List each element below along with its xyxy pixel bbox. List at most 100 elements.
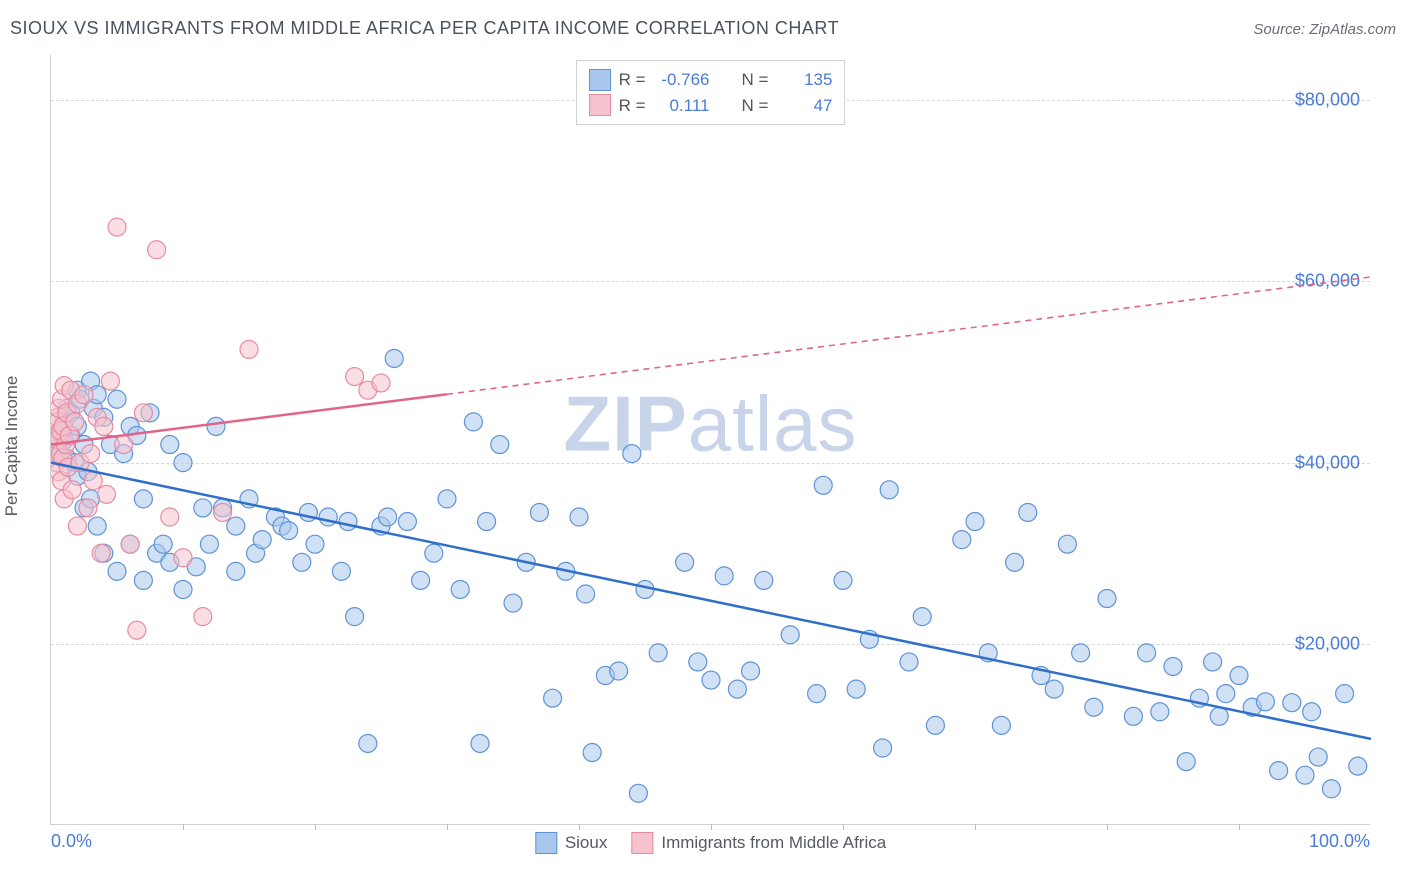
r-label: R = <box>619 93 646 119</box>
scatter-point-pink <box>79 499 97 517</box>
n-value-pink: 47 <box>776 93 832 119</box>
scatter-point-blue <box>161 436 179 454</box>
scatter-point-blue <box>478 513 496 531</box>
scatter-point-blue <box>1085 698 1103 716</box>
scatter-point-blue <box>134 490 152 508</box>
scatter-point-blue <box>913 608 931 626</box>
scatter-point-pink <box>128 621 146 639</box>
scatter-point-blue <box>194 499 212 517</box>
legend-swatch-blue <box>535 832 557 854</box>
scatter-point-blue <box>1072 644 1090 662</box>
scatter-point-pink <box>68 517 86 535</box>
scatter-point-pink <box>148 241 166 259</box>
correlation-legend: R = -0.766 N = 135 R = 0.111 N = 47 <box>576 60 846 125</box>
scatter-point-pink <box>97 485 115 503</box>
scatter-point-blue <box>174 580 192 598</box>
legend-row-pink: R = 0.111 N = 47 <box>589 93 833 119</box>
scatter-point-blue <box>900 653 918 671</box>
scatter-point-blue <box>689 653 707 671</box>
scatter-point-blue <box>1217 685 1235 703</box>
scatter-point-blue <box>781 626 799 644</box>
legend-swatch-pink <box>631 832 653 854</box>
scatter-point-pink <box>161 508 179 526</box>
scatter-point-blue <box>742 662 760 680</box>
trend-line-dashed-pink <box>447 277 1371 394</box>
plot-svg <box>51 55 1371 825</box>
scatter-point-pink <box>194 608 212 626</box>
scatter-point-blue <box>610 662 628 680</box>
scatter-point-blue <box>346 608 364 626</box>
scatter-point-blue <box>1138 644 1156 662</box>
scatter-point-blue <box>583 744 601 762</box>
scatter-point-blue <box>676 553 694 571</box>
scatter-point-blue <box>1124 707 1142 725</box>
scatter-point-blue <box>702 671 720 689</box>
scatter-point-blue <box>1177 753 1195 771</box>
scatter-point-pink <box>63 481 81 499</box>
scatter-point-blue <box>207 417 225 435</box>
scatter-point-blue <box>108 390 126 408</box>
scatter-point-blue <box>814 476 832 494</box>
scatter-point-blue <box>808 685 826 703</box>
scatter-point-pink <box>108 218 126 236</box>
scatter-point-blue <box>1283 694 1301 712</box>
source-attribution: Source: ZipAtlas.com <box>1253 21 1396 38</box>
scatter-point-blue <box>834 571 852 589</box>
scatter-point-blue <box>1151 703 1169 721</box>
scatter-point-blue <box>874 739 892 757</box>
scatter-point-blue <box>227 562 245 580</box>
x-axis-end-label: 100.0% <box>1309 831 1370 852</box>
n-value-blue: 135 <box>776 67 832 93</box>
scatter-point-blue <box>966 513 984 531</box>
scatter-chart: ZIPatlas R = -0.766 N = 135 R = 0.111 N … <box>50 55 1370 825</box>
scatter-point-blue <box>755 571 773 589</box>
n-label: N = <box>742 93 769 119</box>
scatter-point-blue <box>1098 590 1116 608</box>
scatter-point-blue <box>200 535 218 553</box>
scatter-point-blue <box>379 508 397 526</box>
scatter-point-blue <box>1309 748 1327 766</box>
legend-swatch-blue <box>589 69 611 91</box>
source-prefix: Source: <box>1253 21 1309 38</box>
scatter-point-pink <box>84 472 102 490</box>
scatter-point-pink <box>95 417 113 435</box>
legend-row-blue: R = -0.766 N = 135 <box>589 67 833 93</box>
scatter-point-blue <box>847 680 865 698</box>
series-legend: Sioux Immigrants from Middle Africa <box>535 832 886 854</box>
scatter-point-blue <box>451 580 469 598</box>
scatter-point-blue <box>339 513 357 531</box>
scatter-point-blue <box>715 567 733 585</box>
scatter-point-pink <box>372 374 390 392</box>
scatter-point-blue <box>293 553 311 571</box>
scatter-point-pink <box>134 404 152 422</box>
trend-line-blue <box>51 463 1371 739</box>
scatter-point-blue <box>623 445 641 463</box>
scatter-point-blue <box>227 517 245 535</box>
legend-label-sioux: Sioux <box>565 833 608 853</box>
legend-label-immigrants: Immigrants from Middle Africa <box>661 833 886 853</box>
scatter-point-blue <box>1256 693 1274 711</box>
scatter-point-blue <box>385 349 403 367</box>
scatter-point-blue <box>1303 703 1321 721</box>
scatter-point-pink <box>115 436 133 454</box>
legend-item-immigrants: Immigrants from Middle Africa <box>631 832 886 854</box>
chart-title: SIOUX VS IMMIGRANTS FROM MIDDLE AFRICA P… <box>10 18 839 39</box>
scatter-point-pink <box>82 445 100 463</box>
scatter-point-blue <box>1204 653 1222 671</box>
scatter-point-blue <box>880 481 898 499</box>
scatter-point-blue <box>1058 535 1076 553</box>
scatter-point-blue <box>280 522 298 540</box>
scatter-point-pink <box>214 503 232 521</box>
scatter-point-blue <box>1296 766 1314 784</box>
n-label: N = <box>742 67 769 93</box>
scatter-point-blue <box>992 716 1010 734</box>
scatter-point-blue <box>1164 657 1182 675</box>
chart-header: SIOUX VS IMMIGRANTS FROM MIDDLE AFRICA P… <box>10 18 1396 39</box>
scatter-point-blue <box>491 436 509 454</box>
scatter-point-pink <box>75 386 93 404</box>
scatter-point-blue <box>425 544 443 562</box>
scatter-point-pink <box>92 544 110 562</box>
scatter-point-blue <box>1230 667 1248 685</box>
scatter-point-blue <box>253 531 271 549</box>
scatter-point-blue <box>926 716 944 734</box>
